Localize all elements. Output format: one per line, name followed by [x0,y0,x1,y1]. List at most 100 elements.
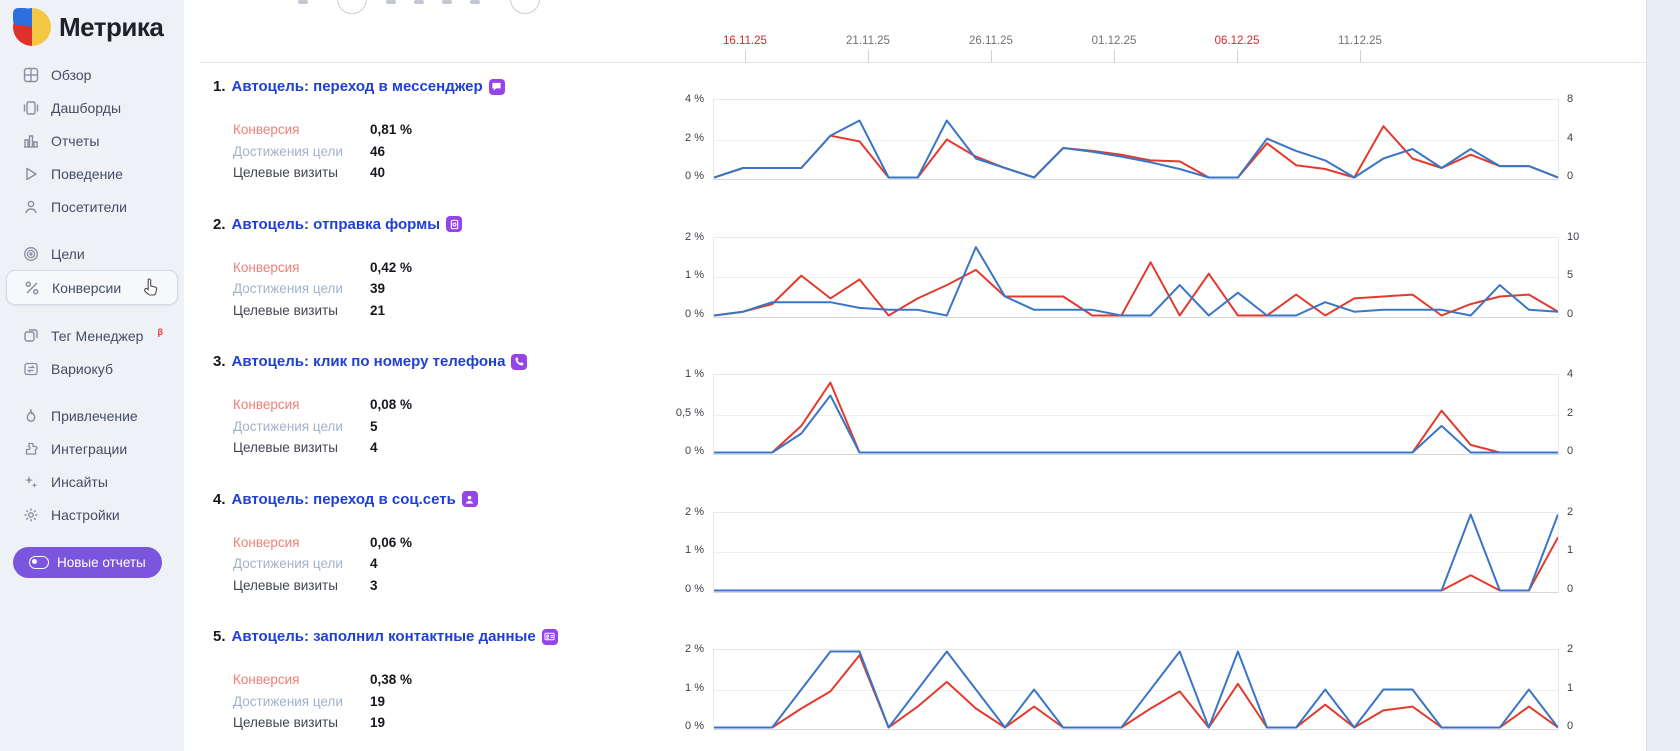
stat-label: Конверсия [233,672,300,687]
chart-lines [714,650,1558,729]
stat-value: 40 [370,165,386,180]
chart-lines [714,245,1558,316]
goal-title-link[interactable]: Автоцель: переход в мессенджер [231,78,483,95]
red-line [714,260,1558,316]
sidebar-item-attraction[interactable]: Привлечение [0,399,184,432]
stat-row: Целевые визиты 3 [233,578,543,593]
sidebar-item-visitors[interactable]: Посетители [0,190,184,223]
sidebar-item-behavior[interactable]: Поведение [0,157,184,190]
stat-row: Конверсия 0,38 % [233,672,543,687]
axis-tick-label: 0 [1567,307,1574,320]
sidebar-item-label: Интеграции [51,440,128,457]
puzzle-icon [22,440,39,457]
goal-header: 4. Автоцель: переход в соц.сеть [213,491,478,508]
sidebar-item-goals[interactable]: Цели [0,237,184,270]
sidebar-item-variocube[interactable]: Вариокуб [0,352,184,385]
variocube-icon [22,360,39,377]
date-label: 21.11.25 [846,35,890,47]
axis-tick-label: 10 [1567,230,1580,243]
goal-header: 5. Автоцель: заполнил контактные данные [213,628,558,645]
date-label: 11.12.25 [1338,35,1382,47]
sidebar-item-label: Дашборды [51,99,121,116]
axis-tick-label: 5 [1567,269,1574,281]
goal-title-link[interactable]: Автоцель: переход в соц.сеть [231,490,456,508]
goal-number: 1. [213,78,226,95]
chart-lines [714,513,1558,591]
chart-gridline [714,552,1558,553]
chart-gridline [714,277,1558,278]
stat-label: Достижения цели [233,143,343,159]
blue-line [714,650,1558,729]
sidebar-item-integrations[interactable]: Интеграции [0,432,184,465]
axis-tick-label: 2 [1567,643,1574,655]
stat-label: Целевые визиты [233,440,338,455]
goal-title-link[interactable]: Автоцель: заполнил контактные данные [231,628,536,645]
sidebar-item-overview[interactable]: Обзор [0,58,184,91]
chart-gridline [714,139,1558,141]
goal-number: 5. [213,628,226,645]
sidebar-item-label: Конверсии [52,279,122,296]
metrika-logo[interactable]: Метрика [13,8,164,46]
sidebar-item-label: Отчеты [51,132,100,149]
goal-title-link[interactable]: Автоцель: клик по номеру телефона [231,353,506,370]
new-reports-button[interactable]: Новые отчеты [13,547,162,578]
date-label: 16.11.25 [723,35,767,47]
axis-tick-label: 0 % [685,445,704,457]
axis-tick-label: 2 % [685,230,704,243]
sidebar-item-insights[interactable]: Инсайты [0,465,184,498]
date-label: 26.11.25 [969,35,1013,47]
stat-value: 4 [370,440,378,455]
axis-tick-label: 0 % [685,307,704,320]
axis-tick-label: 2 [1567,505,1574,518]
red-line [714,125,1558,179]
goal-number: 3. [213,353,226,370]
blue-line [714,394,1558,454]
sparkline-chart[interactable] [713,99,1559,180]
stat-row: Достижения цели 19 [233,694,543,709]
sidebar-item-label: Настройки [51,506,120,523]
date-tick [1360,50,1361,62]
axis-tick-label: 2 % [685,505,704,518]
sidebar-item-dashboards[interactable]: Дашборды [0,91,184,124]
stat-label: Конверсия [233,122,300,137]
social-person-icon [461,491,478,507]
sidebar-item-settings[interactable]: Настройки [0,498,184,531]
stat-value: 5 [370,418,378,434]
sparkline-chart[interactable] [713,649,1559,730]
sidebar-item-tag-manager[interactable]: Тег Менеджер β [0,319,184,352]
stat-label: Конверсия [233,259,300,275]
stat-row: Конверсия 0,06 % [233,535,543,550]
axis-tick-label: 0 [1567,720,1574,732]
stat-label: Достижения цели [233,418,343,434]
percent-icon [23,279,40,296]
toolbar-button-cutoff-icon[interactable] [510,0,540,14]
stat-label: Достижения цели [233,693,343,709]
axis-tick-label: 0 [1567,582,1574,595]
sidebar-item-label: Цели [51,245,85,262]
axis-tick-label: 4 % [685,93,704,105]
sidebar-item-conversions[interactable]: Конверсии [6,270,178,305]
grid-icon [22,66,39,83]
sparkline-chart[interactable] [713,236,1559,318]
axis-tick-label: 0 [1567,170,1574,182]
axis-tick-label: 4 [1567,368,1574,380]
toolbar-button-cutoff-icon[interactable] [337,0,367,14]
stat-value: 19 [370,693,386,709]
stat-label: Целевые визиты [233,577,338,593]
sidebar-item-label: Обзор [51,66,92,83]
goal-title-link[interactable]: Автоцель: отправка формы [231,215,441,233]
play-icon [22,165,39,182]
sidebar-item-label: Инсайты [51,473,108,490]
date-tick [745,50,746,62]
date-label: 01.12.25 [1091,35,1137,47]
blue-line [714,513,1558,591]
chart-lines [714,381,1558,454]
sparkline-chart[interactable] [713,374,1559,455]
goal-number: 2. [213,215,226,233]
sidebar-item-reports[interactable]: Отчеты [0,124,184,157]
stat-value: 0,06 % [370,534,413,550]
stat-value: 3 [370,577,378,593]
sparkline-chart[interactable] [713,511,1559,593]
metrika-logo-icon [13,8,51,46]
